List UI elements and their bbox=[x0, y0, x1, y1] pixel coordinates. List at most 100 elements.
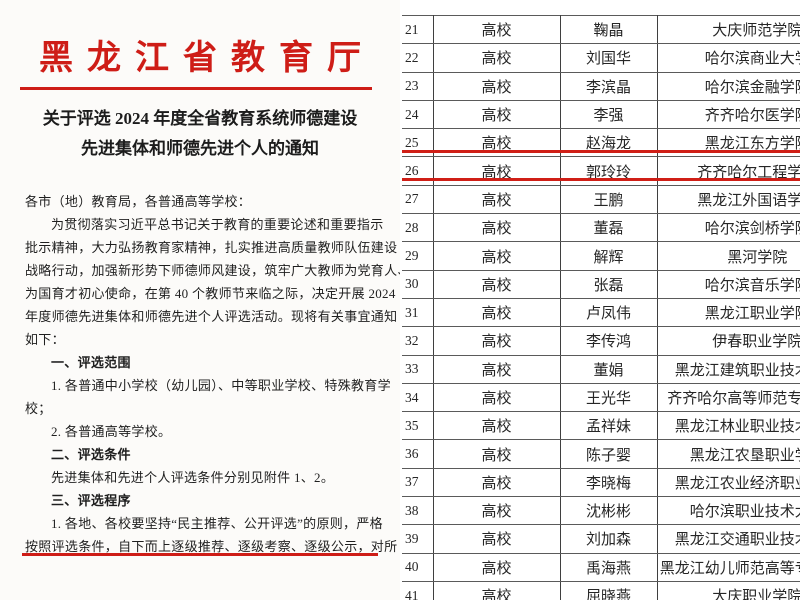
document-line: 如下： bbox=[25, 332, 65, 347]
category-cell: 高校 bbox=[432, 241, 561, 271]
category-cell: 高校 bbox=[432, 213, 561, 243]
institution-cell: 哈尔滨音乐学院 bbox=[656, 269, 800, 299]
name-cell: 刘国华 bbox=[559, 43, 658, 73]
document-line: 1. 各地、各校要坚持“民主推荐、公开评选”的原则，严格 bbox=[51, 516, 383, 531]
document-line: 战略行动，加强新形势下师德师风建设，筑牢广大教师为党育人、 bbox=[25, 263, 400, 278]
name-cell: 王光华 bbox=[559, 382, 658, 413]
category-cell: 高校 bbox=[432, 524, 561, 554]
table-row: 34 高校 王光华 齐齐哈尔高等师范专科学校 bbox=[402, 382, 800, 413]
row-number-cell: 40 bbox=[402, 552, 434, 582]
name-cell: 卢凤伟 bbox=[559, 297, 658, 328]
table-row: 30 高校 张磊 哈尔滨音乐学院 bbox=[402, 269, 800, 299]
institution-cell: 哈尔滨商业大学 bbox=[656, 43, 800, 73]
document-line: 为贯彻落实习近平总书记关于教育的重要论述和重要指示 bbox=[51, 217, 384, 232]
document-title-line2: 先进集体和师德先进个人的通知 bbox=[81, 139, 319, 158]
red-marker-line-bottom bbox=[402, 178, 800, 181]
table-row: 24 高校 李强 齐齐哈尔医学院 bbox=[402, 99, 800, 130]
category-cell: 高校 bbox=[432, 326, 561, 356]
table-row: 35 高校 孟祥妹 黑龙江林业职业技术学院 bbox=[402, 411, 800, 441]
document-line: 1. 各普通中小学校（幼儿园）、中等职业学校、特殊教育学 bbox=[51, 378, 391, 393]
row-number-cell: 24 bbox=[402, 99, 434, 130]
name-cell: 李强 bbox=[559, 99, 658, 130]
notice-document-page: 黑龙江省教育厅 关于评选 2024 年度全省教育系统师德建设 先进集体和师德先进… bbox=[0, 40, 400, 558]
row-number-cell: 23 bbox=[402, 71, 434, 101]
table-row: 31 高校 卢凤伟 黑龙江职业学院 bbox=[402, 297, 800, 328]
institution-cell: 齐齐哈尔高等师范专科学校 bbox=[656, 382, 800, 413]
row-number-cell: 21 bbox=[402, 14, 434, 45]
row-number-cell: 33 bbox=[402, 354, 434, 384]
row-number-cell: 26 bbox=[402, 156, 434, 186]
row-number-cell: 31 bbox=[402, 297, 434, 328]
category-cell: 高校 bbox=[432, 297, 561, 328]
document-line: 各市（地）教育局，各普通高等学校： bbox=[25, 194, 252, 209]
awards-table-page: 21 高校 鞠晶 大庆师范学院 22 高校 刘国华 哈尔滨商业大学 23 高校 … bbox=[400, 0, 800, 600]
institution-cell: 齐齐哈尔医学院 bbox=[656, 99, 800, 130]
document-title: 关于评选 2024 年度全省教育系统师德建设 先进集体和师德先进个人的通知 bbox=[0, 104, 400, 164]
name-cell: 李传鸿 bbox=[559, 326, 658, 356]
document-line: 为国育才初心使命，在第 40 个教师节来临之际，决定开展 2024 bbox=[25, 286, 396, 301]
name-cell: 董磊 bbox=[559, 213, 658, 243]
document-line: 批示精神，大力弘扬教育家精神，扎实推进高质量教师队伍建设 bbox=[25, 240, 398, 255]
name-cell: 陈子婴 bbox=[559, 439, 658, 469]
row-number-cell: 32 bbox=[402, 326, 434, 356]
row-number-cell: 39 bbox=[402, 524, 434, 554]
table-row: 26 高校 郭玲玲 齐齐哈尔工程学院 bbox=[402, 156, 800, 186]
institution-cell: 黑河学院 bbox=[656, 241, 800, 271]
table-row: 33 高校 董娟 黑龙江建筑职业技术学院 bbox=[402, 354, 800, 384]
institution-cell: 黑龙江交通职业技术学院 bbox=[656, 524, 800, 554]
name-cell: 郭玲玲 bbox=[559, 156, 658, 186]
institution-cell: 黑龙江建筑职业技术学院 bbox=[656, 354, 800, 384]
row-number-cell: 28 bbox=[402, 213, 434, 243]
table-row: 22 高校 刘国华 哈尔滨商业大学 bbox=[402, 43, 800, 73]
table-row: 32 高校 李传鸿 伊春职业学院 bbox=[402, 326, 800, 356]
institution-cell: 哈尔滨金融学院 bbox=[656, 71, 800, 101]
table-row: 23 高校 李滨晶 哈尔滨金融学院 bbox=[402, 71, 800, 101]
institution-cell: 黑龙江职业学院 bbox=[656, 297, 800, 328]
name-cell: 董娟 bbox=[559, 354, 658, 384]
name-cell: 张磊 bbox=[559, 269, 658, 299]
table-row: 41 高校 屈晓燕 大庆职业学院 bbox=[402, 580, 800, 600]
institution-cell: 黑龙江农业经济职业学院 bbox=[656, 467, 800, 498]
row-number-cell: 36 bbox=[402, 439, 434, 469]
name-cell: 李晓梅 bbox=[559, 467, 658, 498]
category-cell: 高校 bbox=[432, 354, 561, 384]
document-line: 先进集体和先进个人评选条件分别见附件 1、2。 bbox=[51, 470, 335, 485]
name-cell: 屈晓燕 bbox=[559, 580, 658, 600]
institution-cell: 哈尔滨剑桥学院 bbox=[656, 213, 800, 243]
document-line: 按照评选条件，自下而上逐级推荐、逐级考察、逐级公示，对所 bbox=[25, 539, 398, 554]
name-cell: 李滨晶 bbox=[559, 71, 658, 101]
row-number-cell: 29 bbox=[402, 241, 434, 271]
document-line: 三、评选程序 bbox=[51, 493, 131, 508]
table-row: 37 高校 李晓梅 黑龙江农业经济职业学院 bbox=[402, 467, 800, 498]
document-body: 各市（地）教育局，各普通高等学校： 为贯彻落实习近平总书记关于教育的重要论述和重要… bbox=[25, 190, 400, 558]
table-row: 28 高校 董磊 哈尔滨剑桥学院 bbox=[402, 213, 800, 243]
institution-cell: 黑龙江外国语学院 bbox=[656, 184, 800, 215]
document-line: 2. 各普通高等学校。 bbox=[51, 424, 172, 439]
institution-cell: 大庆师范学院 bbox=[656, 14, 800, 45]
row-number-cell: 38 bbox=[402, 496, 434, 526]
row-number-cell: 27 bbox=[402, 184, 434, 215]
document-line: 校； bbox=[25, 401, 52, 416]
institution-cell: 伊春职业学院 bbox=[656, 326, 800, 356]
row-number-cell: 35 bbox=[402, 411, 434, 441]
table-row: 39 高校 刘加森 黑龙江交通职业技术学院 bbox=[402, 524, 800, 554]
agency-letterhead: 黑龙江省教育厅 bbox=[39, 40, 375, 77]
category-cell: 高校 bbox=[432, 467, 561, 498]
institution-cell: 黑龙江幼儿师范高等专科学校 bbox=[656, 552, 800, 582]
table-row: 21 高校 鞠晶 大庆师范学院 bbox=[402, 14, 800, 45]
category-cell: 高校 bbox=[432, 184, 561, 215]
category-cell: 高校 bbox=[432, 14, 561, 45]
awards-table: 21 高校 鞠晶 大庆师范学院 22 高校 刘国华 哈尔滨商业大学 23 高校 … bbox=[402, 14, 800, 600]
row-number-cell: 41 bbox=[402, 580, 434, 600]
category-cell: 高校 bbox=[432, 382, 561, 413]
letterhead-divider-line bbox=[20, 87, 372, 90]
row-number-cell: 34 bbox=[402, 382, 434, 413]
table-row: 40 高校 禹海燕 黑龙江幼儿师范高等专科学校 bbox=[402, 552, 800, 582]
table-row: 38 高校 沈彬彬 哈尔滨职业技术大学 bbox=[402, 496, 800, 526]
category-cell: 高校 bbox=[432, 156, 561, 186]
name-cell: 解辉 bbox=[559, 241, 658, 271]
category-cell: 高校 bbox=[432, 552, 561, 582]
category-cell: 高校 bbox=[432, 411, 561, 441]
category-cell: 高校 bbox=[432, 580, 561, 600]
